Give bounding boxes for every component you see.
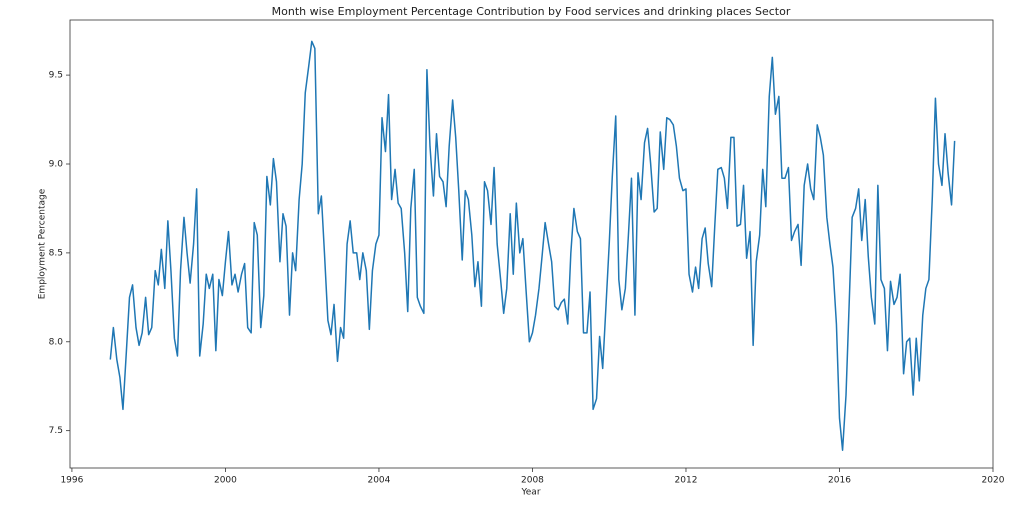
data-line xyxy=(109,40,956,451)
y-tick-label: 7.5 xyxy=(49,426,63,436)
y-tick-label: 9.5 xyxy=(49,71,63,81)
x-axis-label: Year xyxy=(520,488,540,498)
x-tick-label: 2008 xyxy=(521,476,544,486)
x-tick-label: 2000 xyxy=(214,476,237,486)
y-tick-label: 8.5 xyxy=(49,248,63,258)
x-tick-label: 2020 xyxy=(982,476,1005,486)
chart-title: Month wise Employment Percentage Contrib… xyxy=(272,5,791,18)
x-tick-label: 2004 xyxy=(367,476,390,486)
y-tick-label: 9.0 xyxy=(49,160,64,170)
plot-frame xyxy=(69,19,994,469)
y-axis-label: Employment Percentage xyxy=(38,188,48,299)
x-tick-label: 2012 xyxy=(675,476,698,486)
y-tick-label: 8.0 xyxy=(49,337,64,347)
x-tick-label: 1996 xyxy=(60,476,83,486)
x-tick-label: 2016 xyxy=(828,476,851,486)
